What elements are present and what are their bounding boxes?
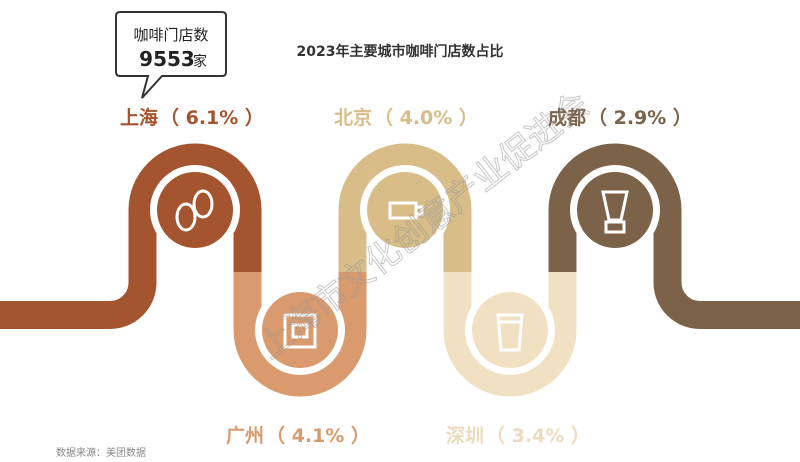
takeaway-icon [496,313,524,352]
blender-icon [601,190,629,234]
city-share: （ 3.4% ） [486,424,590,447]
city-share: （ 4.0% ） [374,106,478,129]
city-share: （ 6.1% ） [160,106,264,129]
city-name: 深圳 [446,424,484,447]
machine-icon [291,323,309,339]
circle [472,292,548,368]
city-circles [150,165,660,375]
route-shanghai [0,143,262,329]
city-name: 上海 [120,106,158,129]
route-shenzhen [443,272,577,397]
callout-value: 9553 [139,47,195,71]
circle [367,172,443,248]
circle [262,292,338,368]
machine-icon [283,313,317,349]
icons [175,189,629,352]
route [0,143,800,397]
callout-unit: 家 [193,53,207,70]
city-name: 北京 [334,106,372,129]
city-share: （ 4.1% ） [266,424,370,447]
source: 数据来源：美团数据 [56,446,146,459]
title: 2023年主要城市咖啡门店数占比 [297,43,504,60]
route-chengdu [548,143,800,329]
circle [577,172,653,248]
city-share: （ 2.9% ） [588,106,692,129]
city-name: 广州 [226,424,264,447]
route-beijing [338,143,472,272]
bean-icon [175,202,197,232]
city-name: 成都 [548,106,586,129]
callout-box [115,11,227,99]
cup-icon [388,201,424,220]
route-guangzhou [233,272,367,397]
callout-label: 咖啡门店数 [133,26,208,44]
callout: 咖啡门店数 9553 家 [115,11,227,99]
bean-icon [192,189,214,219]
